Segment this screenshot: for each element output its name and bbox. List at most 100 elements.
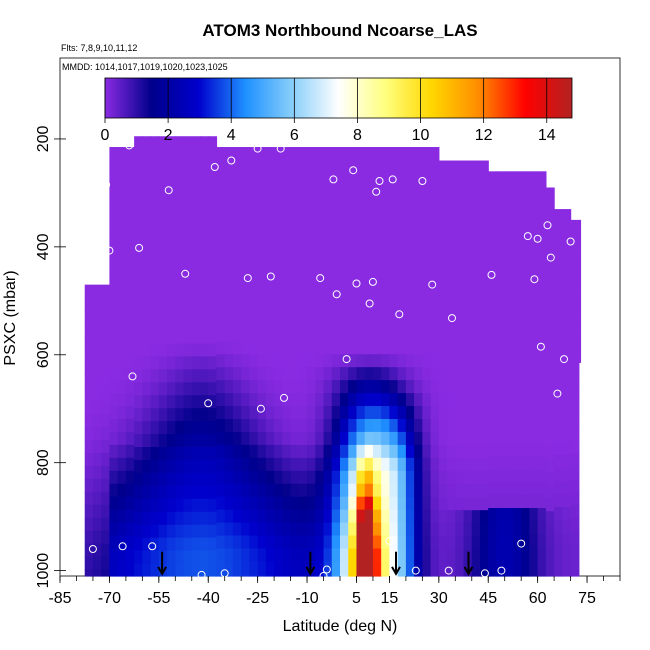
heatmap-cell [274, 483, 283, 498]
heatmap-cell [488, 287, 498, 302]
heatmap-cell [471, 238, 481, 252]
heatmap-cell [125, 406, 135, 420]
heatmap-cell [504, 339, 514, 354]
heatmap-cell [471, 225, 481, 239]
heatmap-cell [463, 251, 473, 265]
heatmap-cell [381, 470, 391, 485]
heatmap-cell [372, 457, 382, 472]
heatmap-cell [529, 287, 539, 302]
heatmap-cell [488, 236, 498, 250]
heatmap-cell [208, 408, 218, 422]
heatmap-cell [447, 432, 456, 447]
heatmap-cell [496, 546, 506, 561]
heatmap-cell [455, 225, 465, 239]
heatmap-cell [562, 545, 572, 560]
heatmap-cell [488, 249, 498, 263]
heatmap-cell [290, 172, 300, 187]
heatmap-cell [298, 276, 308, 291]
heatmap-cell [315, 548, 325, 563]
heatmap-cell [274, 470, 283, 485]
heatmap-cell [125, 457, 135, 472]
heatmap-cell [290, 496, 300, 511]
heatmap-cell [496, 197, 506, 211]
heatmap-cell [480, 574, 489, 577]
heatmap-cell [92, 556, 102, 571]
heatmap-cell [414, 393, 423, 407]
heatmap-cell [554, 481, 563, 495]
heatmap-cell [331, 172, 341, 187]
heatmap-cell [414, 522, 423, 537]
heatmap-cell [389, 522, 399, 537]
heatmap-cell [422, 147, 432, 161]
heatmap-cell [447, 264, 456, 278]
heatmap-cell [364, 444, 374, 459]
heatmap-cell [570, 556, 580, 571]
heatmap-cell [167, 408, 176, 422]
heatmap-cell [109, 276, 119, 291]
heatmap-cell [249, 147, 259, 161]
heatmap-cell [257, 185, 267, 200]
heatmap-cell [208, 265, 218, 280]
heatmap-cell [471, 458, 481, 472]
heatmap-cell [158, 226, 168, 241]
heatmap-cell [331, 393, 341, 407]
heatmap-cell [150, 226, 160, 241]
heatmap-cell [512, 456, 522, 470]
heatmap-cell [364, 418, 374, 433]
observation-point [586, 553, 595, 562]
heatmap-cell [554, 209, 563, 223]
heatmap-cell [545, 511, 555, 525]
heatmap-cell [356, 367, 366, 381]
heatmap-cell [216, 172, 226, 187]
x-tick-label: -40 [197, 590, 220, 607]
heatmap-cell [232, 561, 242, 575]
heatmap-cell [208, 524, 218, 539]
heatmap-cell [323, 198, 333, 213]
heatmap-cell [348, 483, 358, 498]
heatmap-cell [265, 444, 275, 459]
heatmap-cell [84, 543, 94, 558]
heatmap-cell [381, 522, 391, 537]
heatmap-cell [290, 444, 300, 459]
heatmap-cell [142, 408, 152, 422]
heatmap-cell [496, 365, 506, 380]
heatmap-cell [504, 287, 514, 302]
heatmap-layer [84, 136, 582, 577]
heatmap-cell [455, 561, 465, 576]
heatmap-cell [545, 265, 555, 279]
heatmap-cell [356, 341, 366, 355]
heatmap-cell [216, 418, 226, 433]
heatmap-cell [142, 459, 152, 474]
heatmap-cell [208, 485, 218, 500]
heatmap-cell [208, 175, 218, 189]
heatmap-cell [455, 419, 465, 434]
heatmap-cell [422, 224, 432, 239]
heatmap-cell [521, 404, 531, 418]
heatmap-cell [372, 289, 382, 304]
heatmap-cell [290, 457, 300, 472]
heatmap-cell [340, 289, 349, 304]
heatmap-cell [471, 264, 481, 278]
heatmap-cell [545, 407, 555, 422]
heatmap-cell [348, 341, 358, 355]
heatmap-cell [298, 483, 308, 498]
heatmap-cell [545, 291, 555, 305]
heatmap-cell [331, 224, 341, 239]
heatmap-cell [455, 367, 465, 382]
heatmap-cell [265, 289, 275, 304]
heatmap-cell [471, 561, 481, 576]
heatmap-cell [364, 496, 374, 511]
heatmap-cell [537, 339, 547, 354]
heatmap-cell [241, 393, 251, 407]
heatmap-cell [274, 185, 283, 200]
heatmap-cell [167, 278, 176, 293]
heatmap-cell [381, 224, 391, 239]
heatmap-cell [315, 302, 325, 316]
heatmap-cell [315, 250, 325, 265]
heatmap-cell [101, 375, 111, 389]
heatmap-cell [315, 406, 325, 420]
heatmap-cell [249, 457, 259, 472]
heatmap-cell [414, 289, 423, 304]
heatmap-cell [109, 147, 119, 161]
heatmap-cell [430, 535, 440, 550]
